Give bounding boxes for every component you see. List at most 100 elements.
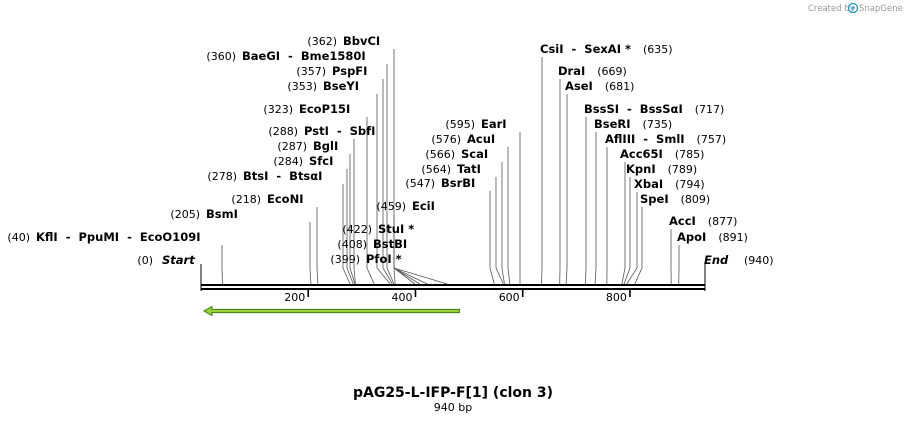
feature-arrow[interactable] (202, 305, 460, 317)
cut-site-bseyi[interactable]: (353) BseYI (287, 79, 359, 93)
cut-site-btsi[interactable]: (278) BtsI - BtsαI (207, 169, 322, 183)
cut-site-position: (323) (263, 103, 293, 116)
cut-site-line (541, 57, 543, 285)
cut-site-ecop15i[interactable]: (323) EcoP15I (263, 102, 350, 116)
enzyme-name: CsiI - SexAI * (540, 42, 631, 56)
enzyme-name: BsrBI (441, 176, 475, 190)
cut-site-line (309, 222, 312, 285)
enzyme-name: BbvCI (343, 34, 380, 48)
cut-site-line (621, 162, 626, 285)
cut-site-position: (408) (337, 238, 367, 251)
start-label: Start (162, 253, 195, 267)
cut-site-labels: (40) KflI - PpuMI - EcoO109I (205) BsmI(218… (7, 34, 748, 266)
cut-site-line (623, 177, 631, 285)
cut-site-bstbi[interactable]: (408) BstBI (337, 237, 407, 251)
cut-site-line (366, 117, 375, 285)
cut-site-line (393, 214, 448, 285)
sequence-name: pAG25-L-IFP-F[1] (clon 3) (353, 385, 553, 401)
cut-site-position: (635) (643, 43, 673, 56)
cut-site-line (386, 64, 395, 285)
enzyme-name: BtsI - BtsαI (243, 169, 322, 183)
cut-site-line (342, 184, 351, 285)
ruler: 200 400 600 800 (284, 290, 631, 304)
cut-site-position: (757) (697, 133, 727, 146)
cut-site-position: (809) (681, 193, 711, 206)
cut-site-line (346, 169, 354, 285)
cut-site-position: (669) (597, 65, 627, 78)
cut-site-line (634, 207, 643, 285)
cut-site-stui[interactable]: (422) StuI * (342, 222, 414, 236)
cut-site-position: (566) (425, 148, 455, 161)
enzyme-name: SpeI (640, 192, 669, 206)
cut-site-position: (564) (421, 163, 451, 176)
cut-site-afliii[interactable]: AflIII - SmlI (757) (605, 132, 726, 146)
cut-site-acc65i[interactable]: Acc65I (785) (620, 147, 704, 161)
enzyme-name: BglI (313, 139, 338, 153)
enzyme-name: PstI - SbfI (304, 124, 375, 138)
cut-site-position: (547) (405, 177, 435, 190)
cut-site-position: (877) (708, 215, 738, 228)
cut-site-bseri[interactable]: BseRI (735) (594, 117, 672, 131)
cut-site-kpni[interactable]: KpnI (789) (626, 162, 697, 176)
cut-site-psti[interactable]: (288) PstI - SbfI (268, 124, 375, 138)
cut-site-position: (794) (675, 178, 705, 191)
enzyme-name: Acc65I (620, 147, 663, 161)
enzyme-name: EciI (412, 199, 435, 213)
cut-site-position: (789) (668, 163, 698, 176)
cut-site-bsmi[interactable]: (205) BsmI (170, 207, 237, 221)
cut-site-eari[interactable]: (595) EarI (445, 117, 506, 131)
cut-site-line (316, 207, 319, 285)
credit-brand: SnapGene (859, 4, 903, 14)
cut-site-asei[interactable]: AseI (681) (565, 79, 634, 93)
cut-site-econi[interactable]: (218) EcoNI (231, 192, 303, 206)
cut-site-pfoi[interactable]: (399) PfoI * (330, 252, 401, 266)
cut-site-acci[interactable]: AccI (877) (669, 214, 737, 228)
cut-site-position: (205) (170, 208, 200, 221)
cut-site-position: (287) (277, 140, 307, 153)
ruler-tick-label: 400 (391, 291, 412, 304)
sequence-backbone (200, 264, 706, 291)
cut-site-baegi[interactable]: (360) BaeGI - Bme1580I (206, 49, 365, 63)
cut-site-acui[interactable]: (576) AcuI (431, 132, 495, 146)
cut-site-line (585, 117, 587, 285)
cut-site-position: (735) (643, 118, 673, 131)
enzyme-name: EcoNI (267, 192, 303, 206)
cut-site-bsrbi[interactable]: (547) BsrBI (405, 176, 475, 190)
cut-site-bbvci[interactable]: (362) BbvCI (307, 34, 380, 48)
enzyme-name: PfoI * (366, 252, 402, 266)
snapgene-logo-icon (847, 2, 859, 14)
cut-site-position: (288) (268, 125, 298, 138)
cut-site-position: (681) (605, 80, 635, 93)
cut-site-line (565, 94, 568, 285)
cut-site-bsssi[interactable]: BssSI - BssSαI (717) (584, 102, 724, 116)
cut-site-sfci[interactable]: (284) SfcI (273, 154, 333, 168)
enzyme-name: BstBI (373, 237, 407, 251)
cut-site-line (626, 192, 638, 285)
enzyme-name: AcuI (467, 132, 495, 146)
cut-site-csii[interactable]: CsiI - SexAI * (635) (540, 42, 673, 56)
cut-site-line (594, 132, 597, 285)
cut-site-position: (284) (273, 155, 303, 168)
cut-site-bgli[interactable]: (287) BglI (277, 139, 338, 153)
cut-site-xbai[interactable]: XbaI (794) (634, 177, 705, 191)
cut-site-kfli[interactable]: (40) KflI - PpuMI - EcoO109I (7, 230, 200, 244)
cut-site-pspfi[interactable]: (357) PspFI (296, 64, 367, 78)
cut-site-line (376, 94, 391, 285)
credit-prefix: Created by (808, 4, 855, 14)
ruler-tick-label: 200 (284, 291, 305, 304)
cut-site-position: (399) (330, 253, 360, 266)
sequence-length: 940 bp (434, 401, 472, 414)
cut-site-position: (459) (376, 200, 406, 213)
cut-site-scai[interactable]: (566) ScaI (425, 147, 488, 161)
enzyme-name: EarI (481, 117, 507, 131)
cut-site-spei[interactable]: SpeI (809) (640, 192, 710, 206)
cut-site-line (501, 162, 505, 285)
cut-site-ecii[interactable]: (459) EciI (376, 199, 435, 213)
cut-site-position: (357) (296, 65, 326, 78)
cut-site-position: (785) (675, 148, 705, 161)
cut-site-drai[interactable]: DraI (669) (558, 64, 627, 78)
cut-site-tati[interactable]: (564) TatI (421, 162, 481, 176)
cut-site-apoi[interactable]: ApoI (891) (677, 230, 748, 244)
cut-site-position: (717) (695, 103, 725, 116)
